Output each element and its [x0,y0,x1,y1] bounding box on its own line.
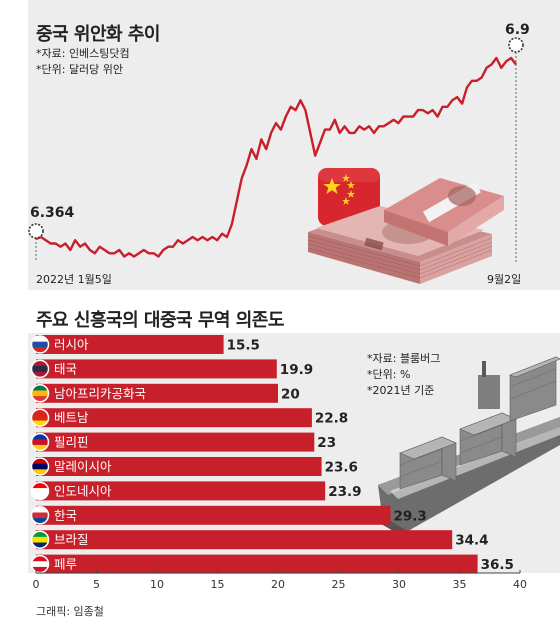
country-flag-icon-2 [30,359,50,379]
yuan-line-chart [28,37,524,284]
trade-dependence-bar-chart: 러시아 15.5 태국 19.9 남아프리카공화국 20 베트남 22.8 필리핀 23 말레이시아… [30,335,527,591]
category-label-7: 인도네시아 [54,483,112,498]
bar-6 [36,457,322,476]
x-tick-label-0: 0 [33,578,40,591]
line-chart-title: 중국 위안화 추이 [36,24,160,45]
value-label-9: 34.4 [455,533,488,549]
country-flag-icon-8 [30,506,50,525]
value-label-7: 23.9 [328,484,361,500]
line-chart-source-note: *자료: 인베스팅닷컴 [36,47,130,60]
line-chart-unit-note: *단위: 달러당 위안 [36,63,124,76]
category-label-6: 말레이시아 [54,459,112,474]
category-label-5: 필리핀 [54,435,89,450]
start-value-label: 6.364 [30,205,75,221]
yuan-banknotes-image [307,178,504,284]
category-label-2: 태국 [54,361,77,376]
country-flag-icon-3 [30,384,50,403]
bar-10 [36,554,478,574]
x-tick-label-30: 30 [392,578,406,591]
cargo-ship-image [376,356,560,535]
country-flag-icon-9 [30,530,50,549]
category-label-1: 러시아 [54,337,89,352]
bar-2 [36,359,277,379]
start-point-marker [28,223,44,239]
bar-1 [36,335,224,354]
bar-4 [36,408,312,428]
category-label-9: 브라질 [54,532,89,547]
bar-chart-year-note: *2021년 기준 [367,384,435,397]
yuan-series-line [35,56,517,258]
x-tick-label-15: 15 [211,578,225,591]
country-flag-icon-6 [30,457,50,476]
value-label-2: 19.9 [280,362,313,378]
bar-chart-title: 주요 신흥국의 대중국 무역 의존도 [36,310,284,331]
category-label-4: 베트남 [54,410,89,425]
category-label-10: 페루 [54,557,77,572]
start-date-label: 2022년 1월5일 [36,273,112,286]
value-label-4: 22.8 [315,411,348,427]
category-label-3: 남아프리카공화국 [54,386,146,401]
x-tick-label-5: 5 [93,578,100,591]
bar-chart-unit-note: *단위: % [367,368,411,381]
graphic-credit: 그래픽: 임종철 [36,605,104,618]
bar-7 [36,481,326,501]
value-label-8: 29.3 [394,508,427,524]
bar-8 [36,505,391,525]
end-value-label: 6.9 [505,22,530,38]
bar-chart-source-note: *자료: 블룸버그 [367,352,441,365]
country-flag-icon-10 [30,554,50,574]
value-label-6: 23.6 [325,460,358,476]
end-date-label: 9월2일 [487,273,522,286]
x-tick-label-40: 40 [513,578,527,591]
value-label-3: 20 [281,386,300,402]
x-tick-label-10: 10 [150,578,164,591]
bar-3 [36,383,278,403]
x-tick-label-20: 20 [271,578,285,591]
value-label-5: 23 [317,435,336,451]
end-point-marker [508,37,524,53]
bar-9 [36,530,453,550]
x-tick-label-35: 35 [453,578,467,591]
category-label-8: 한국 [54,508,77,523]
value-label-10: 36.5 [481,557,514,573]
x-tick-label-25: 25 [332,578,346,591]
country-flag-icon-4 [30,408,50,427]
country-flag-icon-5 [30,432,50,452]
country-flag-icon-1 [30,335,50,354]
bar-5 [36,432,315,452]
country-flag-icon-7 [30,481,50,501]
value-label-1: 15.5 [227,338,260,354]
